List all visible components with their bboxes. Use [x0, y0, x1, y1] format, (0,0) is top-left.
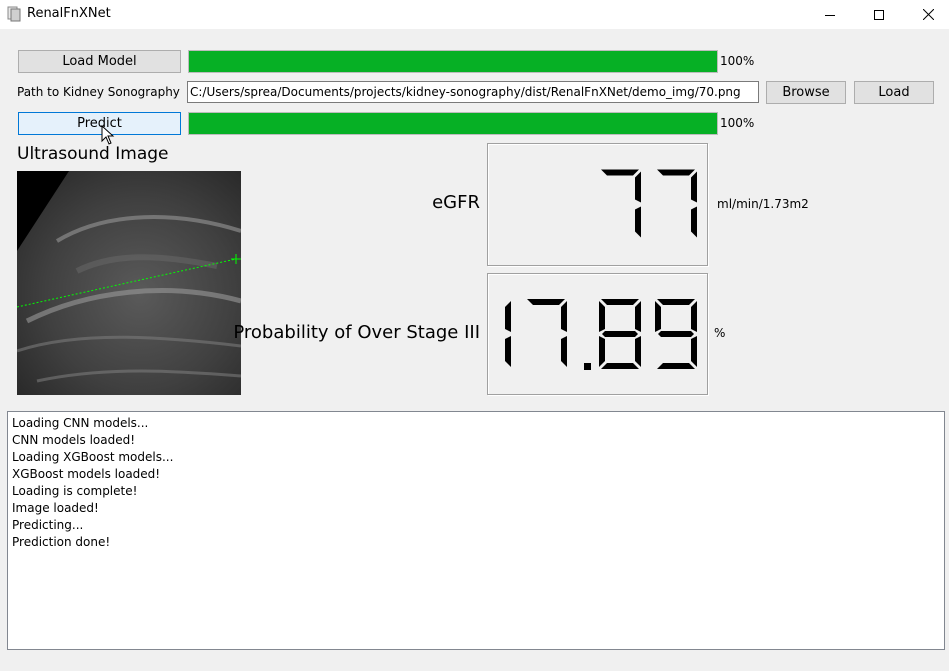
egfr-label: eGFR [432, 192, 480, 213]
probability-value-digits [505, 299, 697, 370]
probability-lcd-display [487, 273, 708, 395]
mouse-cursor-icon [101, 125, 115, 145]
load-model-button[interactable]: Load Model [18, 50, 181, 73]
log-line: Predicting... [12, 518, 84, 532]
lcd-digit [505, 301, 511, 367]
log-line: Image loaded! [12, 501, 99, 515]
close-icon [922, 9, 934, 20]
minimize-icon [825, 14, 835, 16]
maximize-icon [874, 9, 884, 20]
load-button[interactable]: Load [854, 81, 934, 104]
log-line: XGBoost models loaded! [12, 467, 161, 481]
egfr-unit: ml/min/1.73m2 [717, 197, 809, 211]
log-line: Loading CNN models... [12, 416, 149, 430]
load-model-progress-text: 100% [720, 54, 755, 68]
lcd-digit [601, 169, 641, 238]
close-button[interactable] [905, 0, 949, 29]
egfr-value-digits [601, 169, 697, 238]
window-title: RenalFnXNet [27, 6, 111, 21]
path-input[interactable]: C:/Users/sprea/Documents/projects/kidney… [187, 81, 759, 103]
lcd-digit [655, 299, 697, 369]
lcd-digit [527, 299, 567, 367]
predict-progress-fill [189, 113, 717, 134]
minimize-button[interactable] [807, 0, 853, 29]
lcd-decimal-point [584, 363, 591, 370]
ultrasound-image [17, 171, 241, 395]
log-line: Prediction done! [12, 535, 111, 549]
maximize-button[interactable] [856, 0, 902, 29]
probability-label: Probability of Over Stage III [233, 322, 480, 343]
title-bar: RenalFnXNet [0, 0, 949, 29]
probability-unit: % [714, 326, 726, 340]
ultrasound-image-title: Ultrasound Image [17, 144, 169, 164]
app-icon [7, 6, 21, 22]
caliper-line [17, 258, 237, 308]
lcd-digit [599, 299, 641, 369]
predict-progress-text: 100% [720, 116, 755, 130]
path-label: Path to Kidney Sonography [17, 85, 180, 99]
lcd-digit [657, 169, 697, 238]
log-line: Loading XGBoost models... [12, 450, 174, 464]
egfr-lcd-display [487, 143, 708, 266]
predict-button[interactable]: Predict [18, 112, 181, 135]
load-model-progress-bar [188, 50, 718, 73]
log-output[interactable]: Loading CNN models... CNN models loaded! L… [7, 411, 945, 650]
browse-button[interactable]: Browse [766, 81, 846, 104]
log-line: Loading is complete! [12, 484, 138, 498]
load-model-progress-fill [189, 51, 717, 72]
predict-progress-bar [188, 112, 718, 135]
log-line: CNN models loaded! [12, 433, 136, 447]
